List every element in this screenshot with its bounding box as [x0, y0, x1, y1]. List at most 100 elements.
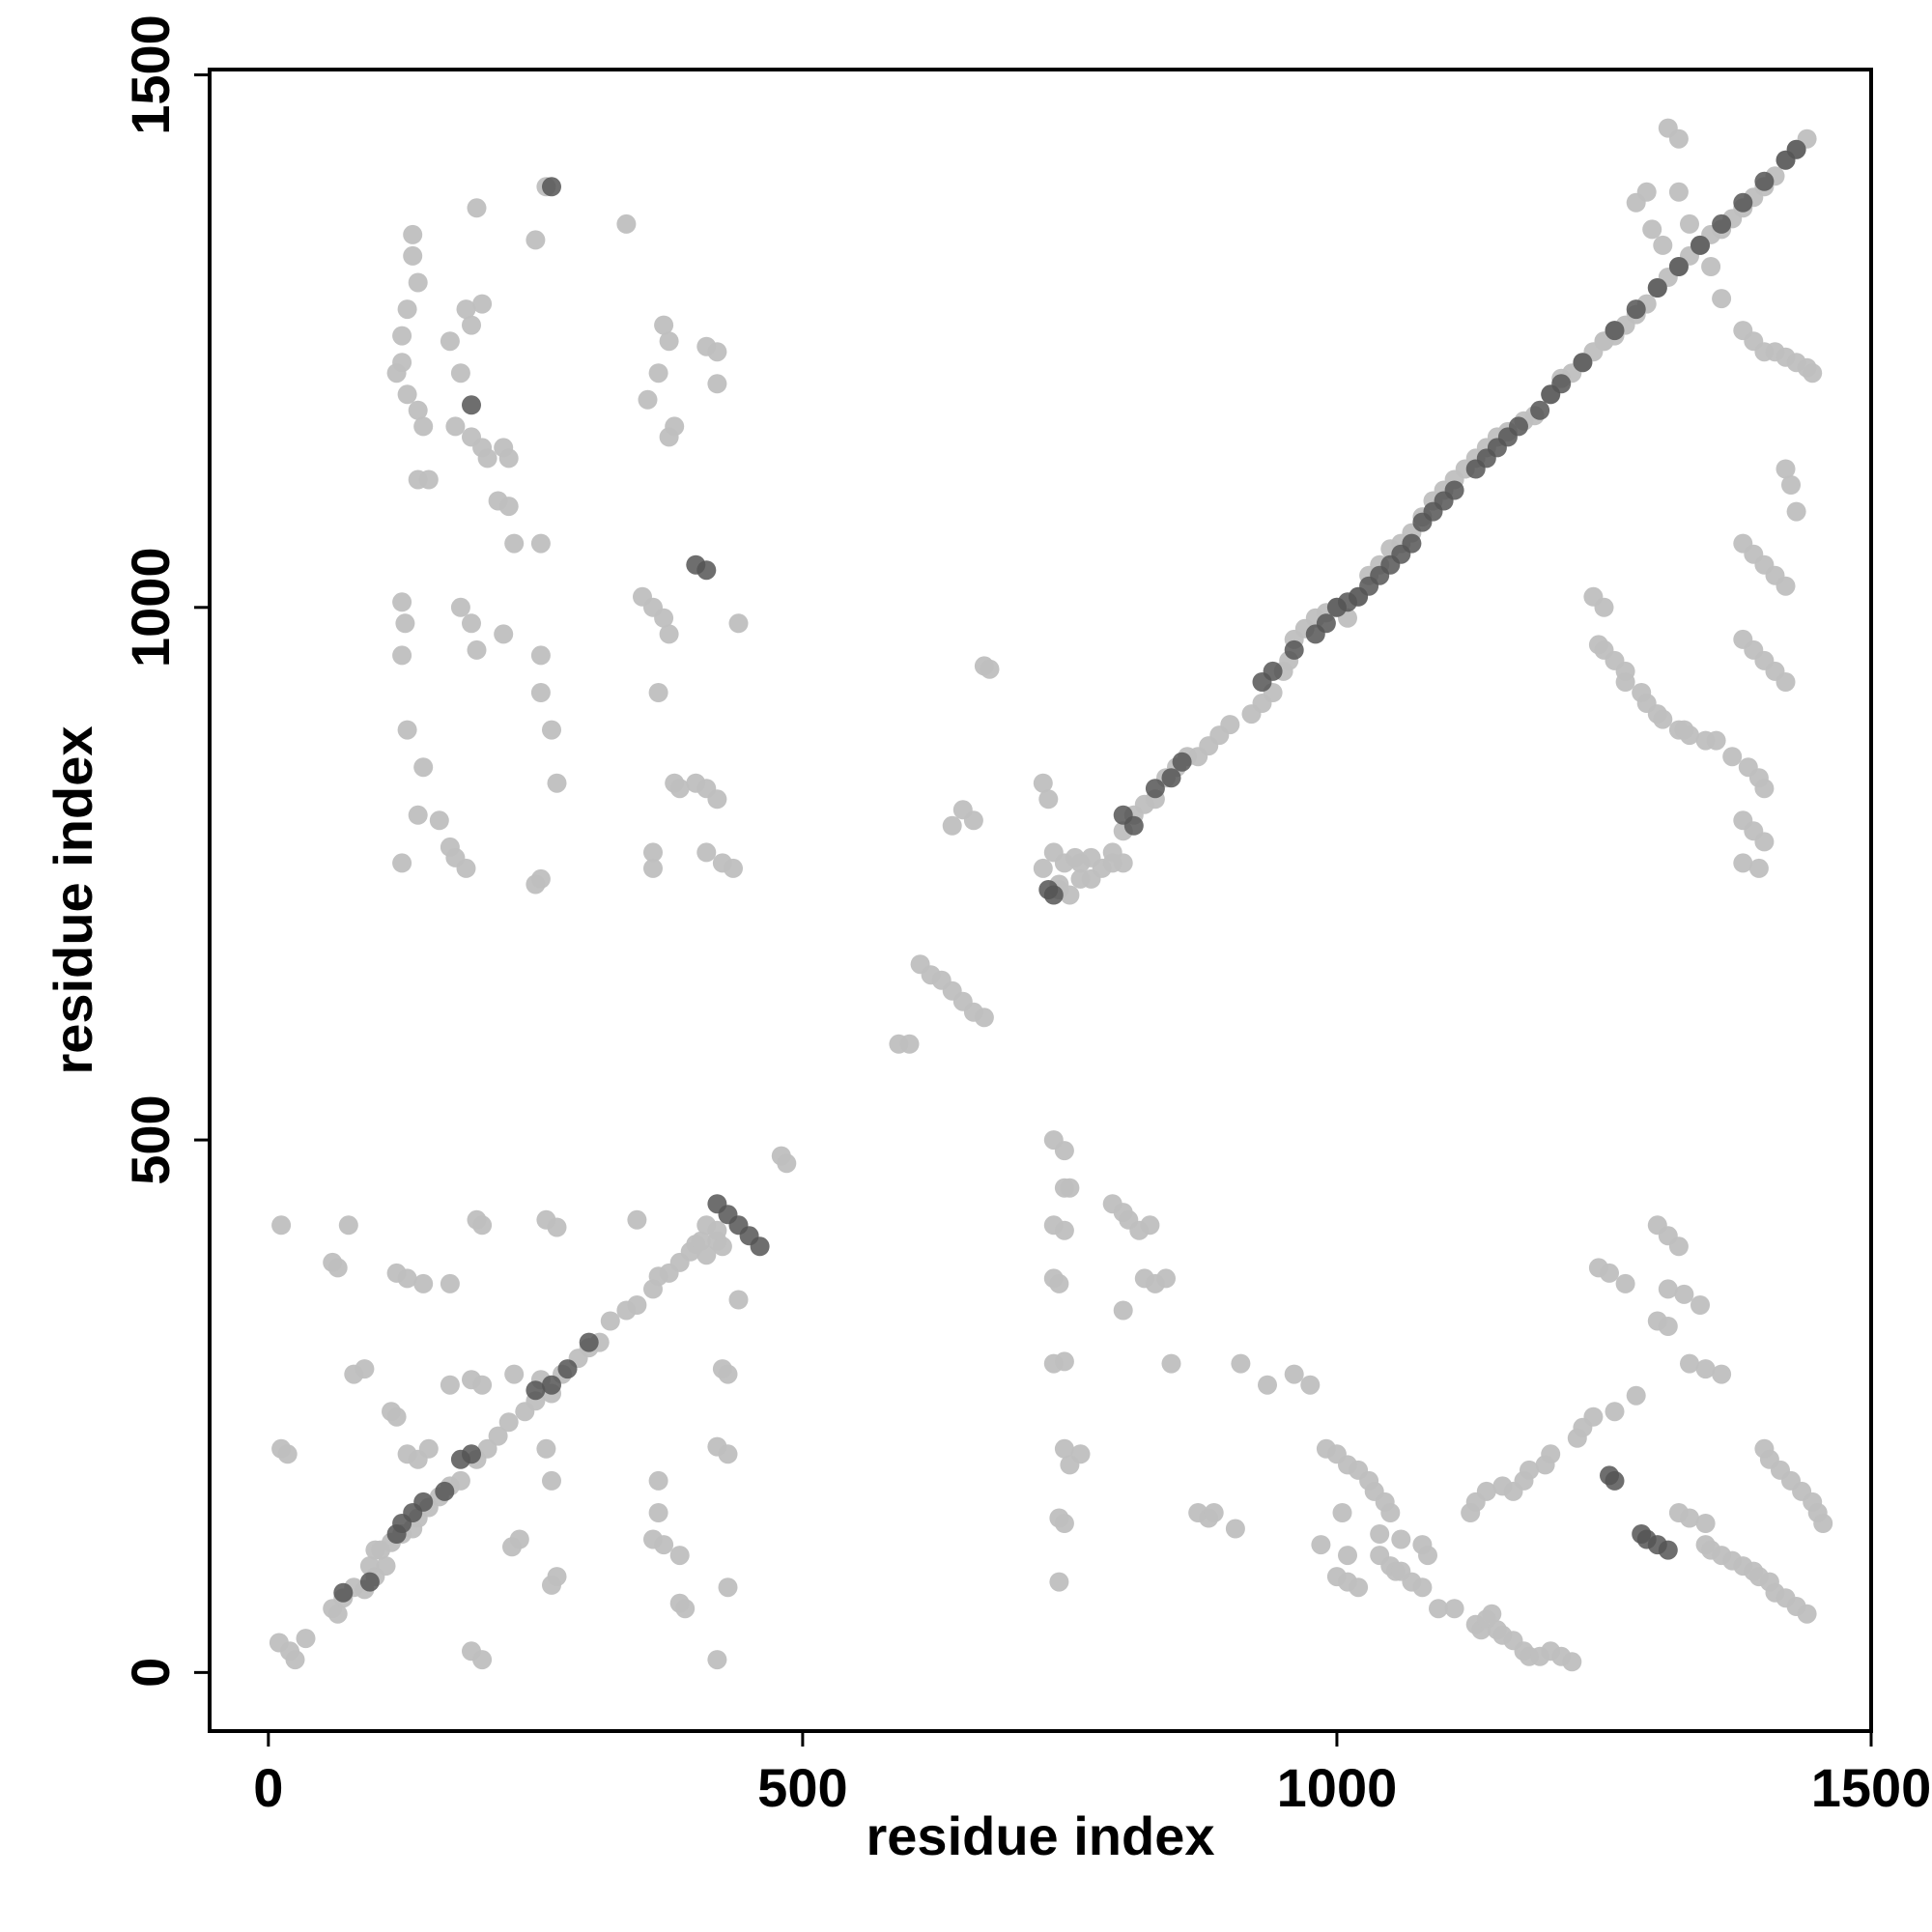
data-point [392, 592, 412, 612]
data-point [643, 842, 663, 863]
data-point [397, 1268, 417, 1289]
data-point [1712, 1364, 1732, 1384]
data-point [1043, 885, 1064, 905]
plot-frame [208, 68, 1873, 1733]
data-point [1674, 1284, 1694, 1304]
data-point [1567, 1428, 1587, 1448]
data-point [488, 1426, 508, 1446]
data-point [1284, 1364, 1304, 1384]
data-point [456, 299, 476, 320]
data-point [1573, 353, 1593, 373]
data-point [1332, 1503, 1352, 1522]
data-point [450, 1470, 470, 1491]
data-point [707, 789, 727, 810]
data-point [1402, 533, 1422, 554]
data-point [669, 1546, 690, 1566]
data-point [413, 757, 434, 778]
data-point [440, 331, 460, 352]
data-point [1065, 847, 1085, 867]
data-point [616, 213, 637, 234]
data-point [542, 177, 561, 197]
data-point [1722, 747, 1743, 767]
data-point [1509, 416, 1528, 437]
data-point [1113, 1300, 1133, 1321]
y-tick-label: 500 [120, 1094, 181, 1184]
data-point [1680, 1353, 1699, 1374]
data-point [429, 810, 449, 831]
data-point [1049, 1572, 1069, 1592]
data-point [728, 1290, 749, 1310]
data-point [450, 363, 470, 384]
data-point [397, 384, 417, 405]
data-point [1695, 1514, 1716, 1533]
x-tick-label: 500 [757, 1757, 847, 1818]
data-point [1033, 858, 1053, 878]
data-point [1642, 219, 1662, 240]
data-point [1776, 672, 1796, 692]
data-point [498, 497, 519, 517]
data-point [638, 389, 658, 410]
data-point [1680, 213, 1699, 234]
data-point [1081, 847, 1101, 867]
data-point [456, 858, 476, 878]
data-point [1701, 257, 1721, 276]
data-point [1349, 1577, 1369, 1598]
data-point [395, 613, 415, 634]
data-point [1429, 1599, 1448, 1619]
data-point [386, 1406, 407, 1427]
data-point [659, 624, 679, 644]
data-point [600, 1311, 620, 1331]
data-point [547, 773, 567, 793]
data-point [1054, 1438, 1074, 1459]
data-point [333, 1582, 354, 1603]
x-axis-title: residue index [866, 1805, 1214, 1866]
data-point [952, 800, 973, 820]
data-point [392, 326, 412, 346]
data-point [359, 1572, 380, 1592]
data-point [696, 1245, 717, 1265]
data-point [504, 533, 525, 554]
data-point [530, 533, 551, 554]
data-point [1786, 139, 1806, 159]
data-point [440, 1375, 460, 1395]
data-point [526, 874, 546, 895]
points-layer [269, 118, 1833, 1672]
data-point [376, 1556, 396, 1577]
x-tick-label: 0 [253, 1757, 283, 1818]
data-point [1043, 1353, 1064, 1374]
data-point [1123, 815, 1144, 836]
data-point [408, 805, 428, 825]
data-point [1204, 1503, 1224, 1522]
data-point [271, 1215, 292, 1236]
data-point [1263, 661, 1283, 681]
data-point [643, 858, 663, 878]
data-point [1054, 1220, 1074, 1240]
data-point [1680, 1508, 1699, 1528]
data-point [1658, 1317, 1678, 1336]
data-point [526, 230, 546, 250]
data-point [557, 1359, 578, 1379]
data-point [1380, 1503, 1401, 1522]
data-point [627, 1295, 647, 1315]
data-point [1231, 1353, 1251, 1374]
data-point [413, 416, 434, 437]
data-point [1653, 709, 1673, 729]
data-point [467, 1209, 487, 1230]
data-point [1156, 1268, 1176, 1289]
data-point [1562, 1652, 1582, 1672]
data-point [547, 1217, 567, 1237]
data-point [750, 1236, 770, 1257]
data-point [1668, 182, 1689, 202]
data-point [462, 613, 481, 634]
data-point [1054, 1178, 1074, 1198]
data-point [1370, 1524, 1390, 1544]
data-point [1284, 639, 1304, 660]
data-point [707, 342, 727, 362]
data-point [365, 1540, 385, 1560]
data-point [1668, 257, 1689, 276]
x-tick-label: 1000 [1277, 1757, 1398, 1818]
data-point [654, 315, 674, 335]
data-point [1530, 400, 1550, 420]
data-point [696, 560, 717, 581]
data-point [777, 1153, 797, 1174]
